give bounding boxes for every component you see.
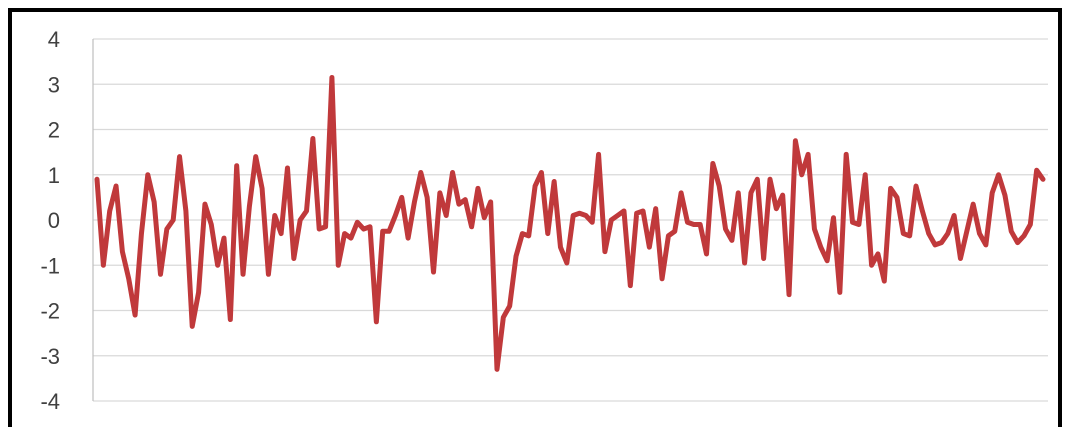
y-tick-label: -4	[40, 389, 60, 414]
y-tick-labels: 4 3 2 1 0 -1 -2 -3 -4	[40, 27, 60, 414]
y-tick-label: 3	[48, 72, 60, 97]
y-tick-label: 2	[48, 118, 60, 143]
series-layer	[94, 74, 1046, 372]
y-tick-label: -1	[40, 253, 60, 278]
y-tick-label: 0	[48, 208, 60, 233]
y-tick-label: 4	[48, 27, 60, 52]
series-line-0	[94, 74, 1046, 372]
gridlines	[92, 38, 1048, 402]
y-tick-label: -2	[40, 299, 60, 324]
y-tick-label: -3	[40, 344, 60, 369]
y-tick-label: 1	[48, 163, 60, 188]
